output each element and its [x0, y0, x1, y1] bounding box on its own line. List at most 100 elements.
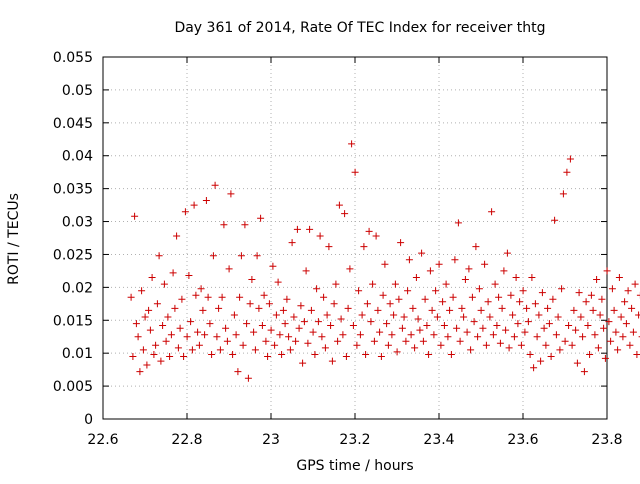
grid-layer — [103, 57, 607, 419]
data-point — [454, 219, 462, 227]
data-point — [300, 318, 308, 326]
data-point — [432, 287, 440, 295]
data-point — [323, 311, 331, 319]
data-point — [502, 326, 510, 334]
data-point — [183, 333, 191, 341]
data-point — [512, 274, 520, 281]
data-point — [208, 351, 216, 358]
data-point — [526, 351, 534, 358]
data-point — [141, 313, 149, 321]
data-point — [257, 214, 265, 222]
data-point — [264, 353, 272, 360]
data-point — [626, 341, 634, 349]
data-point — [381, 260, 389, 268]
data-point — [155, 252, 163, 260]
data-point — [507, 291, 515, 299]
data-point — [573, 359, 581, 367]
data-point — [591, 331, 599, 339]
data-point — [386, 300, 394, 308]
data-point — [514, 320, 522, 328]
y-tick-label: 0.04 — [62, 149, 93, 165]
data-point — [187, 318, 195, 326]
data-point — [286, 346, 294, 354]
data-point — [496, 339, 504, 347]
data-point — [559, 190, 567, 198]
data-point — [467, 346, 475, 354]
data-point — [465, 265, 473, 273]
data-point — [524, 318, 532, 326]
data-point — [622, 320, 630, 328]
data-point — [586, 351, 594, 358]
data-point — [411, 344, 419, 352]
data-point — [440, 322, 448, 329]
data-point — [600, 324, 608, 332]
data-point — [127, 293, 135, 301]
data-point — [582, 298, 590, 306]
data-point — [185, 272, 193, 279]
data-point — [505, 344, 513, 352]
data-point — [549, 295, 557, 303]
data-point — [500, 267, 508, 275]
data-point — [575, 289, 583, 297]
data-point — [248, 276, 256, 283]
data-point — [474, 333, 482, 341]
data-point — [545, 320, 553, 328]
data-point — [251, 346, 259, 354]
data-point — [293, 225, 301, 233]
data-point — [283, 295, 291, 303]
data-point — [503, 249, 511, 257]
data-point — [635, 311, 640, 319]
data-point — [486, 313, 494, 321]
y-tick-label: 0.035 — [53, 182, 93, 198]
data-point — [370, 337, 378, 345]
data-point — [218, 293, 226, 301]
data-point — [265, 300, 273, 308]
data-point — [377, 353, 385, 360]
data-point — [339, 331, 347, 339]
data-point — [195, 341, 203, 349]
data-point — [278, 351, 286, 358]
data-point — [285, 333, 293, 341]
data-point — [146, 326, 154, 334]
data-point — [388, 331, 396, 339]
data-point — [134, 333, 142, 341]
data-point — [372, 232, 380, 240]
data-point — [383, 320, 391, 328]
data-point — [255, 304, 263, 312]
data-point — [516, 298, 524, 306]
data-point — [258, 322, 266, 329]
data-point — [624, 287, 632, 295]
data-point — [475, 285, 483, 293]
data-point — [222, 324, 230, 332]
data-point — [321, 344, 329, 352]
data-point — [334, 337, 342, 345]
data-point — [404, 287, 412, 295]
data-point — [225, 265, 233, 273]
data-point — [509, 311, 517, 319]
data-point — [241, 221, 249, 229]
data-point — [166, 353, 174, 360]
data-point — [617, 313, 625, 321]
data-point — [152, 341, 160, 349]
data-point — [412, 274, 420, 281]
data-point — [332, 280, 340, 288]
data-point — [481, 260, 489, 268]
data-point — [414, 315, 422, 323]
data-point — [279, 306, 287, 314]
data-point — [521, 328, 529, 336]
data-point — [570, 306, 578, 314]
data-point — [314, 318, 322, 326]
data-point — [426, 267, 434, 275]
data-point — [262, 337, 270, 345]
data-point — [272, 311, 280, 319]
data-point — [297, 302, 305, 310]
x-axis-title: GPS time / hours — [296, 458, 413, 474]
data-point — [391, 280, 399, 288]
data-point — [491, 280, 499, 288]
y-tick-label: 0.01 — [62, 346, 93, 362]
data-point — [468, 293, 476, 301]
data-point — [619, 333, 627, 341]
data-point — [482, 341, 490, 349]
